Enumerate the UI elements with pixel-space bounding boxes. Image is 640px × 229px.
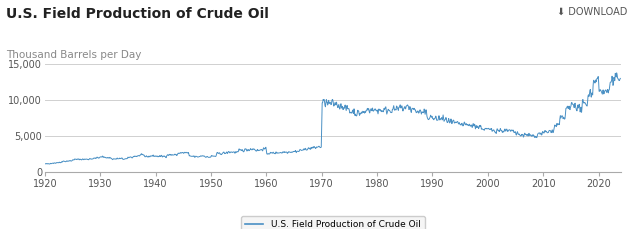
Text: ⬇ DOWNLOAD: ⬇ DOWNLOAD — [557, 7, 627, 17]
Legend: U.S. Field Production of Crude Oil: U.S. Field Production of Crude Oil — [241, 216, 425, 229]
Text: Thousand Barrels per Day: Thousand Barrels per Day — [6, 50, 142, 60]
Text: U.S. Field Production of Crude Oil: U.S. Field Production of Crude Oil — [6, 7, 269, 21]
